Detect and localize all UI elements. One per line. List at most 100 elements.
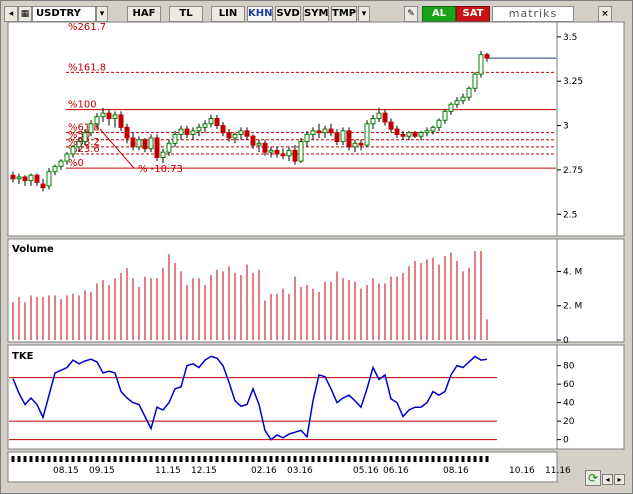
volume-axis xyxy=(556,238,625,343)
tke-tick-label: 0 xyxy=(563,436,569,446)
price-tick-label: 2.75 xyxy=(563,166,583,176)
candle-body xyxy=(160,151,166,158)
date-tick xyxy=(407,456,411,462)
date-tick xyxy=(83,456,87,462)
tke-axis xyxy=(556,344,625,450)
candle-body xyxy=(106,112,112,119)
candle-body xyxy=(82,132,88,143)
scroll-left-icon[interactable]: ◂ xyxy=(602,474,613,485)
volume-bars xyxy=(12,250,488,340)
date-tick xyxy=(455,456,459,462)
date-tick xyxy=(377,456,381,462)
candle-body xyxy=(184,128,190,135)
date-tick xyxy=(323,456,327,462)
date-tick xyxy=(47,456,51,462)
fib-label: %38.2 xyxy=(68,137,100,148)
volume-tick-label: 4. M xyxy=(563,267,582,277)
date-label: 09.15 xyxy=(89,466,115,476)
date-tick xyxy=(479,456,483,462)
date-tick xyxy=(131,456,135,462)
candle-body xyxy=(166,142,172,153)
tke-axis-ticks: 0 20 40 60 80 xyxy=(557,362,575,446)
date-label: 08.15 xyxy=(53,466,79,476)
candle-body xyxy=(286,149,292,157)
candle-body xyxy=(34,174,40,183)
candle-body xyxy=(268,149,274,153)
date-tick xyxy=(293,456,297,462)
candle-body xyxy=(430,126,436,132)
candle-body xyxy=(424,130,430,134)
candle-body xyxy=(70,146,76,155)
date-tick xyxy=(185,456,189,462)
date-tick xyxy=(275,456,279,462)
candle-body xyxy=(460,96,466,102)
date-tick xyxy=(353,456,357,462)
fib-label: %23.6 xyxy=(68,144,100,155)
tke-tick-label: 80 xyxy=(563,362,575,372)
fib-label: % -10.73 xyxy=(138,164,183,175)
date-tick xyxy=(215,456,219,462)
date-label: 11.15 xyxy=(155,466,181,476)
tke-tick-label: 40 xyxy=(563,399,575,409)
date-tick xyxy=(329,456,333,462)
date-label: 05.16 xyxy=(353,466,379,476)
candle-body xyxy=(40,183,46,189)
price-axis xyxy=(556,21,625,237)
date-tick xyxy=(23,456,27,462)
date-tick xyxy=(65,456,69,462)
tke-tick-label: 60 xyxy=(563,380,575,390)
candle-body xyxy=(466,87,472,98)
candle-body xyxy=(484,54,490,59)
date-tick xyxy=(239,456,243,462)
date-tick xyxy=(443,456,447,462)
date-tick xyxy=(419,456,423,462)
candle-body xyxy=(442,110,448,121)
date-label: 10.16 xyxy=(509,466,535,476)
candle-body xyxy=(64,153,70,162)
candle-body xyxy=(454,100,460,105)
candle-body xyxy=(28,174,34,182)
date-tick xyxy=(173,456,177,462)
candle-body xyxy=(112,114,118,119)
tke-line xyxy=(12,355,488,441)
candle-body xyxy=(220,125,226,134)
fib-trend-line xyxy=(99,128,135,169)
candle-body xyxy=(250,135,256,146)
fib-label: %161.8 xyxy=(68,62,106,73)
candle-body xyxy=(394,128,400,135)
candle-body xyxy=(280,153,286,157)
date-tick xyxy=(311,456,315,462)
date-tick xyxy=(221,456,225,462)
candle-body xyxy=(202,123,208,128)
date-tick xyxy=(101,456,105,462)
candle-body xyxy=(94,116,100,125)
candle-body xyxy=(334,132,340,143)
date-tick xyxy=(425,456,429,462)
candle-body xyxy=(148,137,154,150)
date-tick xyxy=(107,456,111,462)
candle-body xyxy=(316,130,322,134)
fib-label: %100 xyxy=(68,100,97,111)
date-tick xyxy=(113,456,117,462)
candle-body xyxy=(388,121,394,130)
candle-body xyxy=(370,117,376,125)
date-tick xyxy=(137,456,141,462)
candle-body xyxy=(346,130,352,148)
candle-body xyxy=(22,176,28,182)
candle-body xyxy=(352,142,358,148)
date-tick xyxy=(203,456,207,462)
date-label: 11.16 xyxy=(545,466,571,476)
refresh-icon[interactable]: ⟳ xyxy=(585,470,601,486)
scroll-right-icon[interactable]: ▸ xyxy=(614,474,625,485)
candle-body xyxy=(214,117,220,127)
candle-body xyxy=(358,142,364,146)
close-icon[interactable]: × xyxy=(598,6,612,22)
fib-label: %261.7 xyxy=(68,22,106,33)
date-tick xyxy=(77,456,81,462)
candle-body xyxy=(328,128,334,134)
fib-label: %61.8 xyxy=(68,123,100,134)
candle-body xyxy=(274,149,280,155)
date-label: 03.16 xyxy=(287,466,313,476)
fib-label: %0 xyxy=(68,158,84,169)
candle-body xyxy=(412,132,418,137)
